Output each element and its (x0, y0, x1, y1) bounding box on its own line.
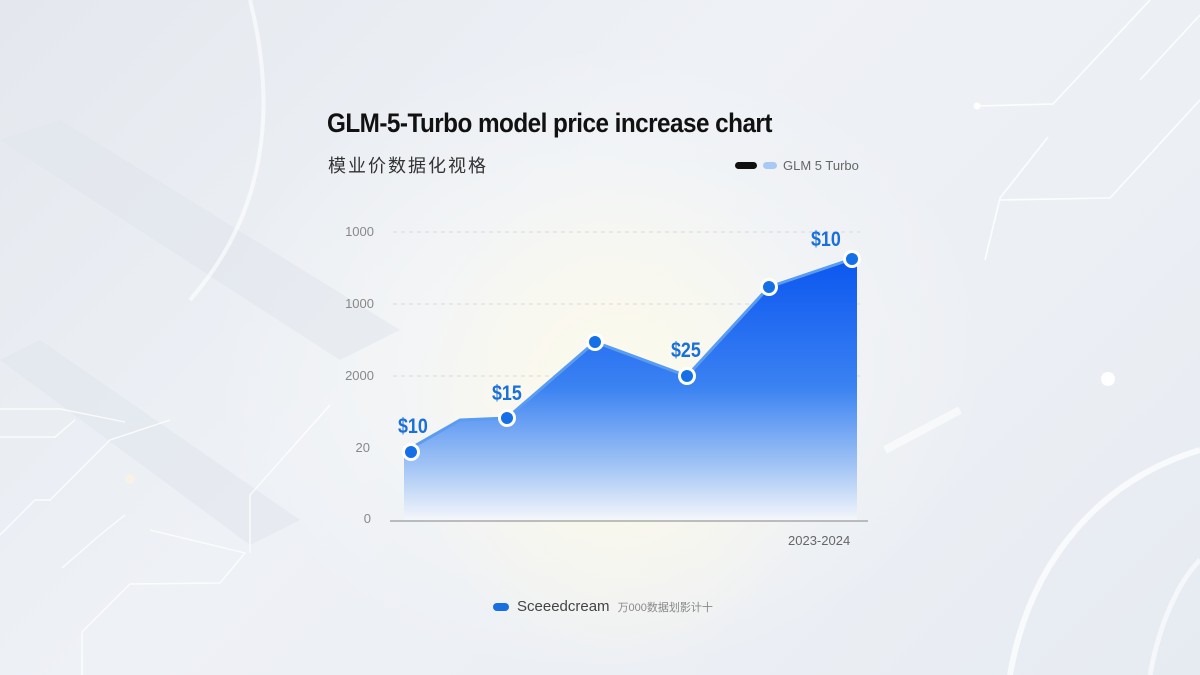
area-fill (404, 259, 857, 520)
data-markers (402, 250, 861, 461)
point-label: $25 (671, 339, 701, 362)
x-axis-range-label: 2023-2024 (788, 533, 851, 548)
y-tick-label: 1000 (345, 296, 374, 311)
legend-top: GLM 5 Turbo (735, 158, 859, 173)
y-tick-label: 1000 (345, 224, 374, 239)
legend-label-glm5turbo: GLM 5 Turbo (783, 158, 859, 173)
y-tick-label: 20 (355, 440, 370, 455)
chart-subtitle: 模业价数据化视格 (328, 156, 488, 177)
legend-note: 万000数据划影计十 (617, 601, 713, 614)
legend-swatch-black (735, 162, 757, 169)
legend-label-series: Sceeedcream (517, 598, 610, 615)
point-label: $15 (492, 382, 522, 405)
y-tick-label: 2000 (345, 368, 374, 383)
chart-title: GLM-5-Turbo model price increase chart (327, 108, 772, 138)
legend-swatch-light-blue (763, 162, 777, 169)
legend-bottom: Sceeedcream 万000数据划影计十 (493, 598, 713, 615)
point-label: $10 (811, 228, 841, 251)
point-label: $10 (398, 415, 428, 438)
y-tick-label: 0 (363, 511, 371, 526)
legend-swatch-blue (493, 602, 509, 611)
